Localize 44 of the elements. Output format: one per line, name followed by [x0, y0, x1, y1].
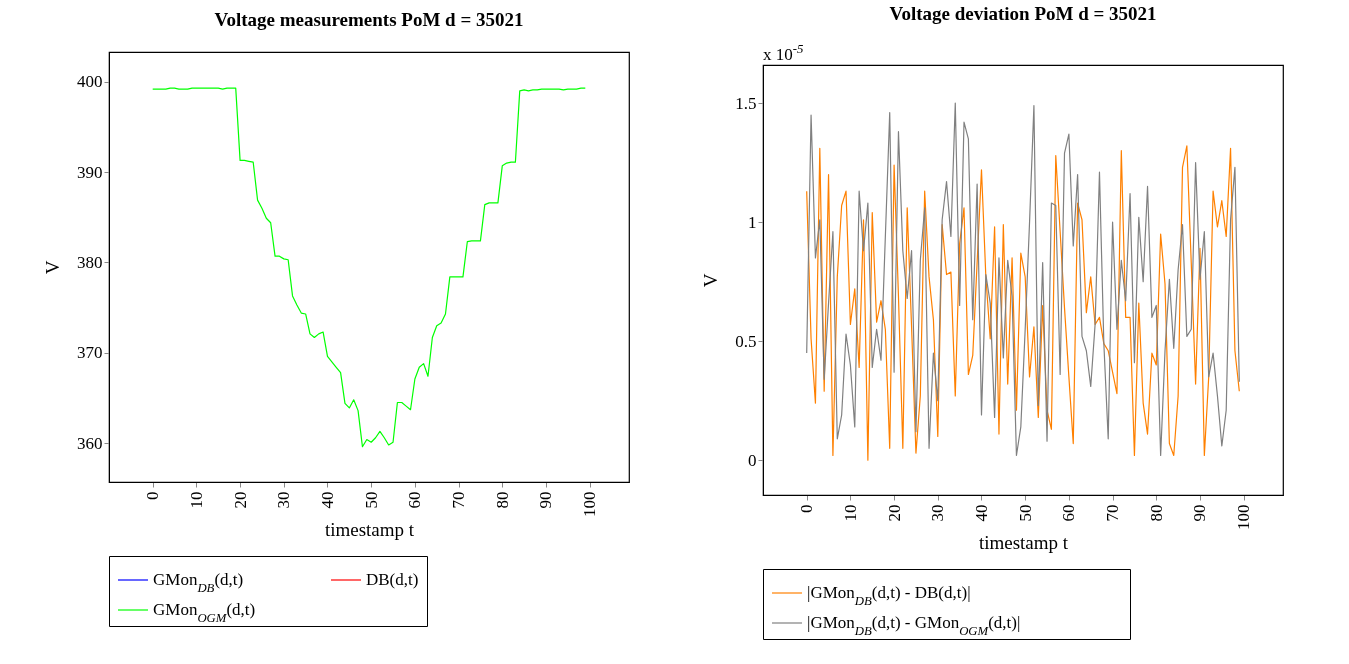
x-tick-label: 40	[971, 504, 991, 522]
x-tick-label: 30	[928, 504, 948, 522]
y-axis-title: V	[700, 273, 722, 288]
x-tick-label: 50	[361, 491, 381, 509]
legend-label: |GMon$_{DB}$(d,t) - DB(d,t)|	[807, 583, 971, 608]
x-tick-label: 10	[840, 504, 860, 522]
y-tick-label: 0	[748, 450, 757, 470]
x-tick-label: 100	[1234, 504, 1254, 530]
x-tick-label: 10	[186, 491, 206, 509]
x-tick-label: 60	[405, 491, 425, 509]
line-series	[152, 87, 586, 448]
x-tick-label: 70	[449, 491, 469, 509]
y-tick-label: 370	[77, 343, 103, 363]
x-tick-label: 40	[317, 491, 337, 509]
y-tick-label: 360	[77, 433, 103, 453]
x-tick-label: 30	[274, 491, 294, 509]
y-axis-title: V	[42, 260, 63, 275]
x-tick-label: 60	[1059, 504, 1079, 522]
y-tick-label: 390	[77, 162, 103, 182]
text: x 10$^{-5}$	[763, 42, 804, 64]
x-tick-label: 90	[1190, 504, 1210, 522]
x-tick-label: 80	[1146, 504, 1166, 522]
x-tick-label: 0	[143, 491, 163, 500]
x-tick-label: 90	[536, 491, 556, 509]
x-tick-label: 20	[884, 504, 904, 522]
y-tick-label: 1	[748, 212, 757, 232]
chart-title: Voltage measurements PoM d = 35021	[214, 9, 524, 30]
legend-label: GMon$_{DB}$(d,t)	[153, 570, 244, 595]
legend-label: |GMon$_{DB}$(d,t) - GMon$_{OGM}$(d,t)|	[807, 613, 1021, 638]
legend-label: DB(d,t)	[366, 570, 419, 589]
y-tick-label: 0.5	[735, 331, 757, 351]
x-tick-label: 0	[797, 504, 817, 513]
x-axis-title: timestamp t	[324, 519, 415, 540]
x-tick-label: 80	[492, 491, 512, 509]
x-tick-label: 20	[230, 491, 250, 509]
x-tick-label: 50	[1015, 504, 1035, 522]
y-tick-label: 1.5	[735, 93, 757, 113]
y-tick-label: 400	[77, 72, 103, 92]
y-tick-label: 380	[77, 252, 103, 272]
chart-title: Voltage deviation PoM d = 35021	[889, 3, 1157, 24]
x-axis-title: timestamp t	[978, 532, 1069, 553]
x-tick-label: 70	[1103, 504, 1123, 522]
legend-label: GMon$_{OGM}$(d,t)	[153, 600, 256, 625]
x-tick-label: 100	[580, 491, 600, 517]
